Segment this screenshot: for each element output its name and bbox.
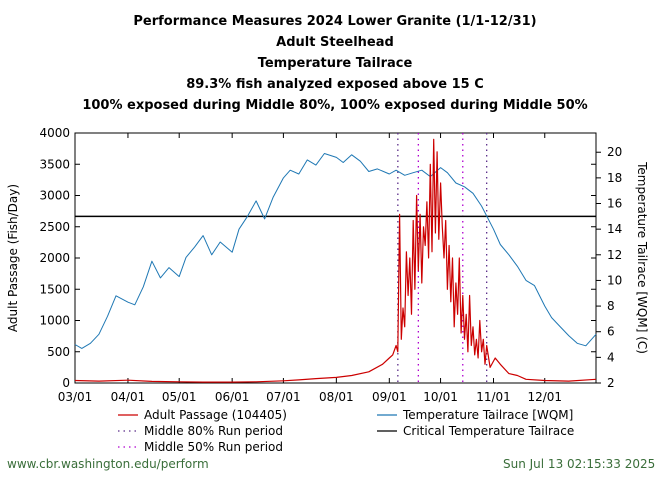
y-tick-label: 3000 xyxy=(39,189,70,203)
y2-tick-label: 18 xyxy=(607,171,622,185)
temperature-series-line xyxy=(74,153,597,349)
y2-tick-label: 16 xyxy=(607,197,622,211)
y2-tick-label: 10 xyxy=(607,273,622,287)
y-tick-label: 4000 xyxy=(39,126,70,140)
x-tick-label: 07/01 xyxy=(266,390,301,404)
y2-axis-label: Temperature Tailrace [WQM] (C) xyxy=(635,161,649,354)
plot-frame xyxy=(74,132,597,384)
y-tick-label: 500 xyxy=(47,345,70,359)
y2-tick-label: 6 xyxy=(607,325,615,339)
x-tick-label: 09/01 xyxy=(372,390,407,404)
chart-title: Performance Measures 2024 Lower Granite … xyxy=(133,14,537,29)
chart-subtitle-measure: Temperature Tailrace xyxy=(257,56,413,71)
y2-tick-label: 8 xyxy=(607,299,615,313)
y-tick-label: 2500 xyxy=(39,220,70,234)
x-tick-label: 11/01 xyxy=(476,390,511,404)
x-tick-label: 06/01 xyxy=(215,390,250,404)
y2-tick-label: 20 xyxy=(607,145,622,159)
legend-label: Adult Passage (104405) xyxy=(144,408,287,422)
x-tick-label: 08/01 xyxy=(319,390,354,404)
legend-label: Middle 80% Run period xyxy=(144,424,283,438)
y2-tick-label: 14 xyxy=(607,222,622,236)
adult-passage-series-line xyxy=(74,138,597,383)
x-tick-label: 12/01 xyxy=(527,390,562,404)
chart-subtitle-species: Adult Steelhead xyxy=(276,35,394,50)
y2-tick-label: 4 xyxy=(607,350,615,364)
chart-subtitle-middle-runs: 100% exposed during Middle 80%, 100% exp… xyxy=(82,98,588,113)
x-tick-label: 10/01 xyxy=(423,390,458,404)
chart-subtitle-exposure: 89.3% fish analyzed exposed above 15 C xyxy=(186,77,484,92)
legend-label: Middle 50% Run period xyxy=(144,440,283,454)
y-axis-label: Adult Passage (Fish/Day) xyxy=(6,184,20,332)
y-tick-label: 1000 xyxy=(39,314,70,328)
x-tick-label: 03/01 xyxy=(58,390,93,404)
footer-url[interactable]: www.cbr.washington.edu/perform xyxy=(7,457,209,471)
y2-tick-label: 12 xyxy=(607,248,622,262)
y-tick-label: 0 xyxy=(62,376,70,390)
x-tick-label: 05/01 xyxy=(162,390,197,404)
y-tick-label: 2000 xyxy=(39,251,70,265)
y-tick-label: 3500 xyxy=(39,157,70,171)
y2-tick-label: 2 xyxy=(607,376,615,390)
legend-label: Temperature Tailrace [WQM] xyxy=(402,408,573,422)
y-tick-label: 1500 xyxy=(39,282,70,296)
footer-timestamp: Sun Jul 13 02:15:33 2025 xyxy=(503,457,656,471)
x-tick-label: 04/01 xyxy=(111,390,146,404)
legend-label: Critical Temperature Tailrace xyxy=(403,424,574,438)
